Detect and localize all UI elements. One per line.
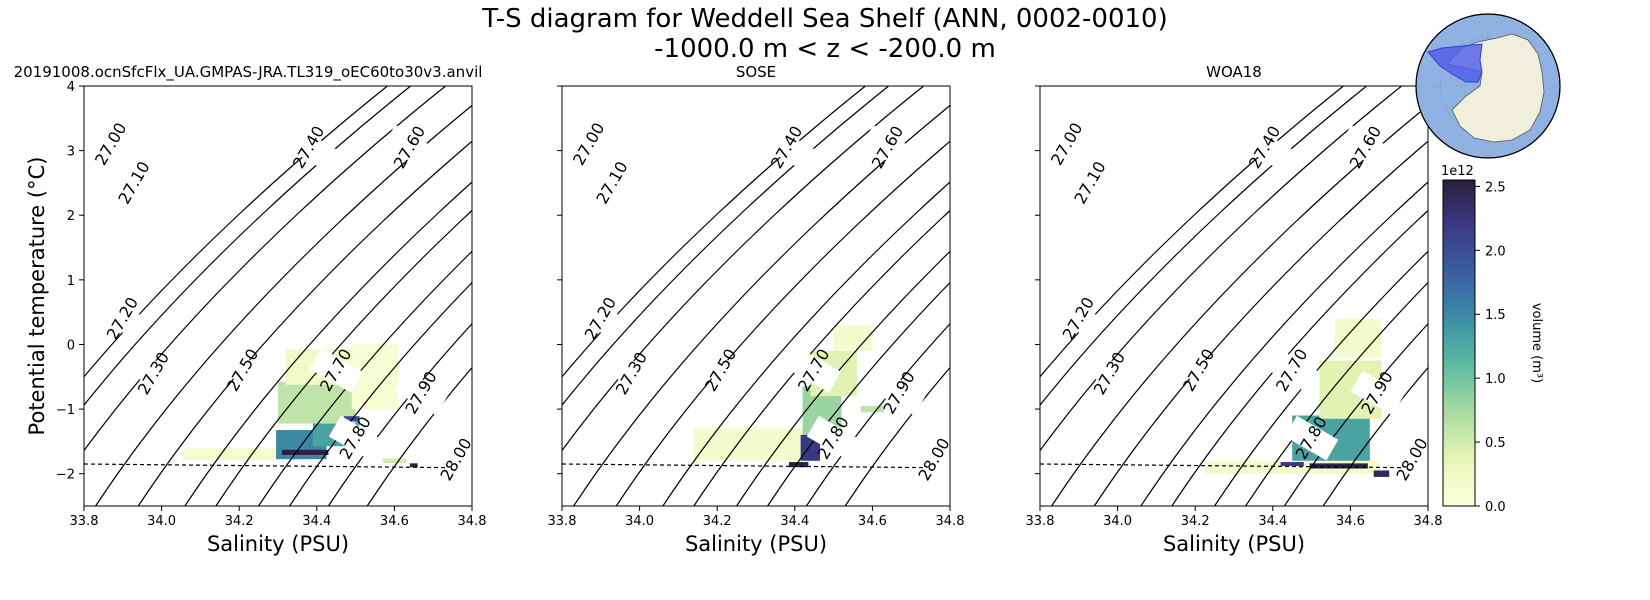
- isopycnal-line: [137, 140, 472, 506]
- histogram-cell: [1309, 463, 1368, 469]
- y-tick-label: 1: [67, 274, 75, 289]
- isopycnal-line: [1322, 366, 1428, 506]
- x-tick-label: 33.8: [548, 514, 577, 529]
- freezing-line: [1040, 463, 1428, 469]
- panel-title: WOA18: [1206, 63, 1262, 81]
- histogram-cell: [860, 405, 885, 413]
- histogram-cell: [833, 325, 873, 351]
- plot-frame: [1039, 85, 1429, 507]
- histogram-cell: [182, 448, 319, 461]
- x-tick-label: 34.0: [1103, 514, 1132, 529]
- isopycnal-line: [805, 322, 950, 506]
- plot-frame: [83, 85, 473, 507]
- isopycnal-line: [258, 250, 472, 506]
- x-tick-label: 34.8: [936, 514, 965, 529]
- panel-title: 20191008.ocnSfcFlx_UA.GMPAS-JRA.TL319_oE…: [14, 63, 483, 82]
- y-axis-label: Potential temperature (°C): [25, 157, 49, 436]
- x-tick-label: 33.8: [1026, 514, 1055, 529]
- isopycnal-line: [1040, 86, 1402, 452]
- y-tick-label: 2: [67, 209, 75, 224]
- isopycnal-line: [366, 366, 472, 506]
- histogram-cell: [693, 428, 819, 461]
- isopycnal-line: [1214, 250, 1428, 506]
- y-tick-label: 3: [67, 145, 75, 160]
- panel-1: 27.0027.1027.2027.3027.4027.5027.6027.70…: [14, 63, 487, 556]
- x-tick-label: 34.6: [380, 514, 409, 529]
- colorbar-tick-label: 0.0: [1485, 500, 1506, 515]
- plot-frame: [561, 85, 951, 507]
- x-axis-label: Salinity (PSU): [685, 532, 827, 556]
- x-tick-label: 34.0: [625, 514, 654, 529]
- histogram-cell: [343, 416, 360, 422]
- x-axis-label: Salinity (PSU): [1163, 532, 1305, 556]
- isopycnal-line: [662, 181, 950, 506]
- isopycnal-line: [615, 140, 950, 506]
- y-tick-label: −2: [56, 468, 75, 483]
- histogram-cell: [1373, 470, 1390, 477]
- x-tick-label: 34.2: [1181, 514, 1210, 529]
- x-tick-label: 34.6: [1336, 514, 1365, 529]
- colorbar: 0.0 0.5 1.0 1.5 2.0 2.5 1e12 volume (m³): [1441, 164, 1544, 515]
- isopycnal-line: [1093, 140, 1428, 506]
- histogram-cell: [1334, 318, 1382, 358]
- x-tick-label: 34.8: [1414, 514, 1443, 529]
- freezing-line: [562, 463, 950, 469]
- colorbar-gradient: [1442, 179, 1476, 507]
- histogram-cell: [800, 434, 821, 461]
- isopycnal-line: [844, 366, 950, 506]
- colorbar-tick-label: 2.0: [1485, 244, 1506, 259]
- colorbar-label: volume (m³): [1529, 303, 1544, 383]
- x-tick-label: 34.2: [703, 514, 732, 529]
- inset-map: [1415, 13, 1561, 159]
- isopycnal-line: [1283, 322, 1428, 506]
- isopycnal-line: [562, 86, 924, 452]
- panel-2: 27.0027.1027.2027.3027.4027.5027.6027.70…: [548, 63, 965, 556]
- histogram-cell: [281, 449, 329, 455]
- x-tick-label: 34.6: [858, 514, 887, 529]
- x-tick-label: 34.2: [225, 514, 254, 529]
- y-tick-label: −1: [56, 403, 75, 418]
- isopycnal-line: [736, 250, 950, 506]
- histogram-cell: [1280, 462, 1304, 466]
- x-tick-label: 34.4: [302, 514, 331, 529]
- colorbar-tick-label: 1.5: [1485, 308, 1506, 323]
- colorbar-scale-text: 1e12: [1441, 164, 1474, 179]
- colorbar-tick-label: 0.5: [1485, 436, 1506, 451]
- x-axis-label: Salinity (PSU): [207, 532, 349, 556]
- figure-title-line2: -1000.0 m < z < -200.0 m: [654, 34, 996, 64]
- histogram-cell: [278, 381, 356, 424]
- panels: 27.0027.1027.2027.3027.4027.5027.6027.70…: [14, 63, 1443, 556]
- figure-title-line1: T-S diagram for Weddell Sea Shelf (ANN, …: [481, 4, 1167, 34]
- isopycnal-line: [693, 209, 950, 506]
- x-tick-label: 34.8: [458, 514, 487, 529]
- isopycnal-line: [84, 86, 446, 452]
- colorbar-tick-label: 2.5: [1485, 180, 1506, 195]
- histogram-cell: [382, 458, 407, 464]
- panel-3: 27.0027.1027.2027.3027.4027.5027.6027.70…: [1026, 63, 1443, 556]
- x-tick-label: 34.0: [147, 514, 176, 529]
- panel-title: SOSE: [736, 63, 776, 81]
- x-tick-label: 33.8: [70, 514, 99, 529]
- y-tick-label: 4: [67, 80, 75, 95]
- histogram-cell: [409, 463, 418, 468]
- freezing-line: [84, 463, 472, 469]
- x-tick-label: 34.4: [1258, 514, 1287, 529]
- y-tick-label: 0: [67, 338, 75, 353]
- histogram-cell: [788, 462, 809, 468]
- x-tick-label: 34.4: [780, 514, 809, 529]
- isopycnal-line: [184, 181, 472, 506]
- isopycnal-line: [1171, 209, 1428, 506]
- inset-region: [1427, 43, 1483, 83]
- inset-border: [1415, 13, 1561, 159]
- isopycnal-line: [327, 322, 472, 506]
- isopycnal-line: [215, 209, 472, 506]
- colorbar-tick-label: 1.0: [1485, 372, 1506, 387]
- isopycnal-line: [1140, 181, 1428, 506]
